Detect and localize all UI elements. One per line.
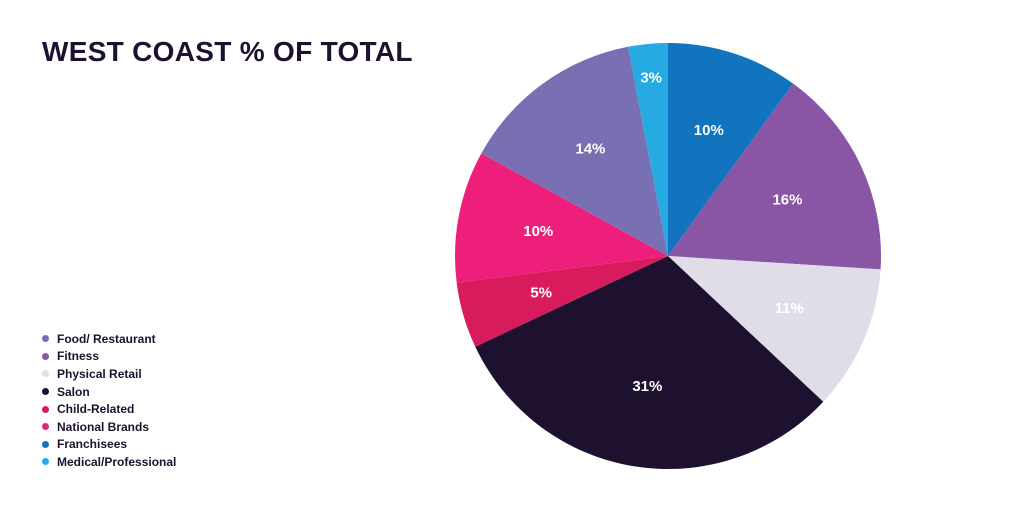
chart-title: WEST COAST % OF TOTAL <box>42 36 413 67</box>
legend-swatch <box>42 423 49 431</box>
slice-label-salon: 31% <box>632 378 662 395</box>
pie-slice-fitness <box>668 83 881 270</box>
legend-item-salon: Salon <box>42 383 176 401</box>
slice-label-franchisees: 10% <box>694 122 724 139</box>
slice-label-medical-professional: 3% <box>640 69 662 86</box>
legend-label: Salon <box>57 384 90 399</box>
legend-swatch <box>42 458 49 466</box>
chart-legend: Food/ Restaurant Fitness Physical Retail Sa… <box>42 330 176 471</box>
slice-label-food-restaurant: 14% <box>575 141 605 158</box>
legend-label: Franchisees <box>57 437 128 452</box>
slice-label-physical-retail: 11% <box>775 300 804 317</box>
pie-slice-child-related <box>456 256 668 347</box>
legend-swatch <box>42 440 49 448</box>
legend-item-physical-retail: Physical Retail <box>42 365 176 383</box>
legend-item-franchisees: Franchisees <box>42 436 176 454</box>
legend-item-medical-professional: Medical/Professional <box>42 453 176 471</box>
slice-label-fitness: 16% <box>772 191 802 208</box>
legend-label: Food/ Restaurant <box>57 331 156 346</box>
legend-label: Physical Retail <box>57 366 142 381</box>
legend-swatch <box>42 405 49 413</box>
legend-item-fitness: Fitness <box>42 348 176 366</box>
legend-label: National Brands <box>57 419 150 434</box>
legend-item-national-brands: National Brands <box>42 418 176 436</box>
legend-label: Child-Related <box>57 402 135 417</box>
slice-label-national-brands: 10% <box>523 223 553 240</box>
pie-slice-physical-retail <box>668 256 881 402</box>
pie-slice-medical-professional <box>628 43 668 256</box>
legend-item-child-related: Child-Related <box>42 400 176 418</box>
pie-slice-national-brands <box>455 153 668 283</box>
legend-swatch <box>42 370 49 378</box>
legend-label: Fitness <box>57 349 100 364</box>
pie-slice-food-restaurant <box>481 46 668 257</box>
legend-swatch <box>42 352 49 360</box>
legend-label: Medical/Professional <box>57 454 177 469</box>
legend-swatch <box>42 335 49 343</box>
slice-label-child-related: 5% <box>530 284 552 301</box>
legend-item-food-restaurant: Food/ Restaurant <box>42 330 176 348</box>
pie-slice-franchisees <box>668 43 794 256</box>
pie-slice-salon <box>475 256 824 469</box>
legend-swatch <box>42 388 49 396</box>
